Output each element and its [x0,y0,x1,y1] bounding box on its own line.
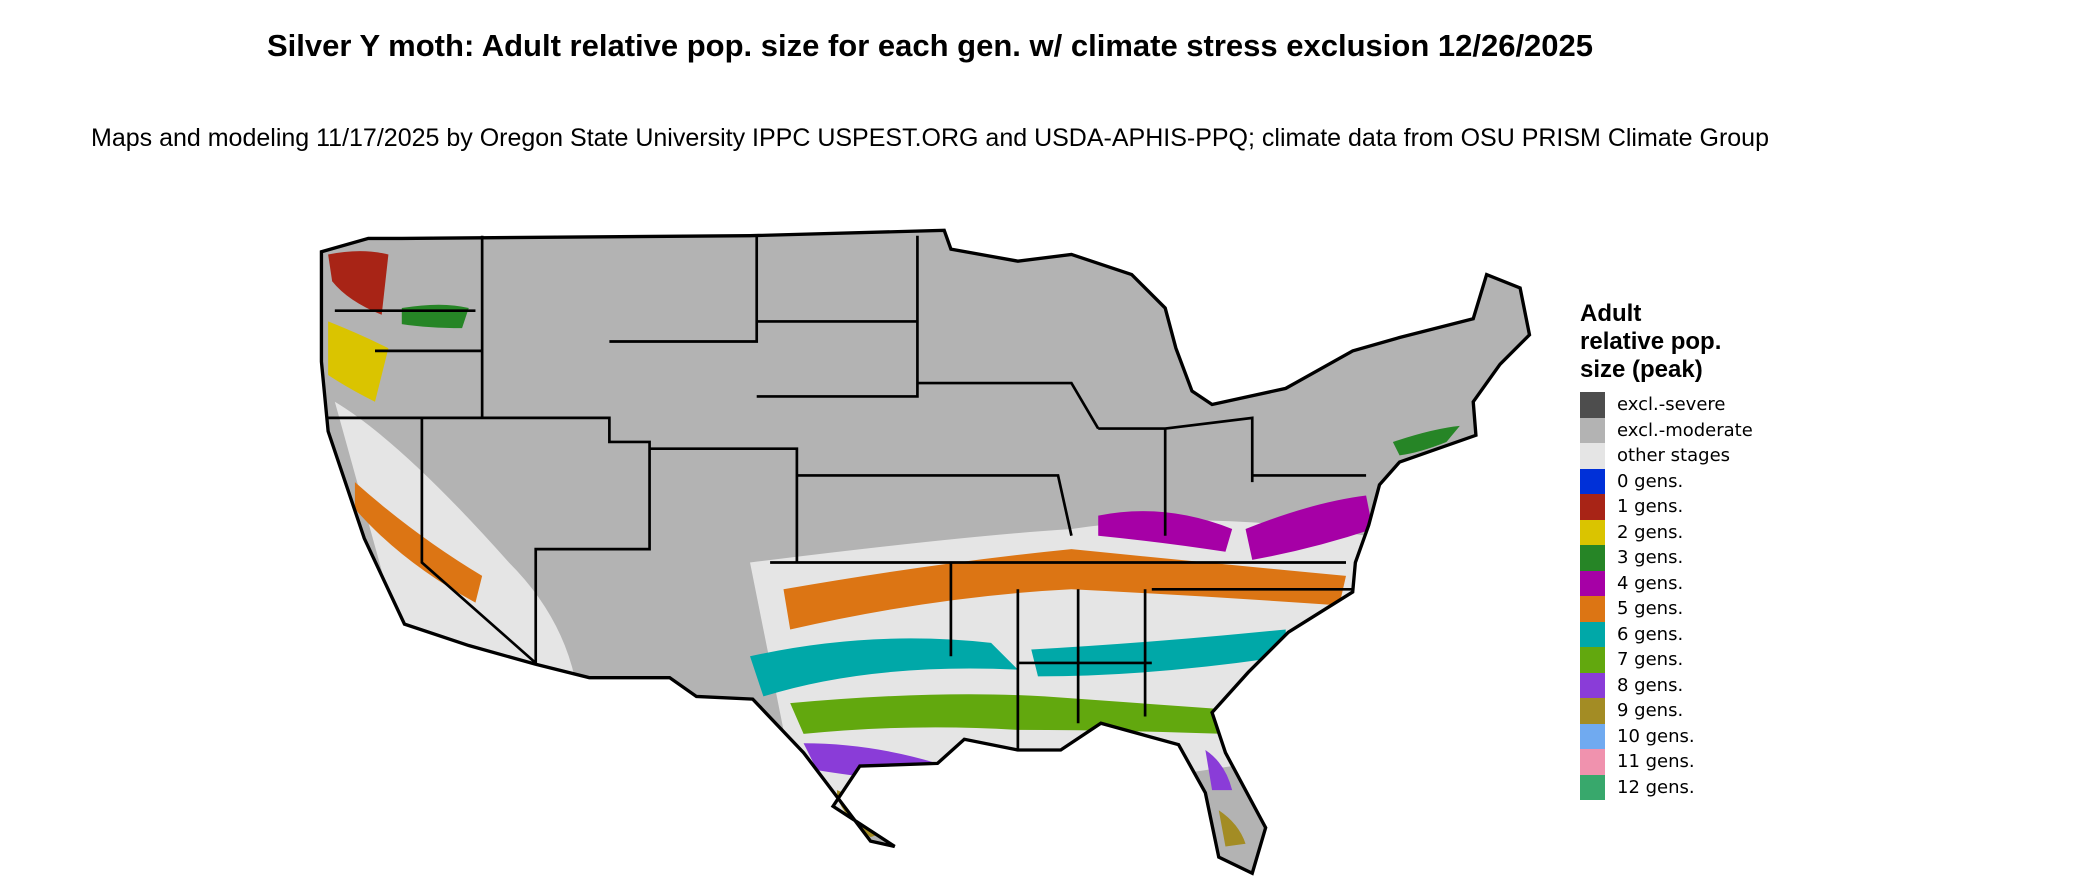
legend-item: 6 gens. [1580,621,1753,647]
legend-label: 6 gens. [1617,623,1684,645]
legend-swatch [1580,723,1605,749]
legend-swatch [1580,545,1605,571]
legend-item: excl.-moderate [1580,417,1753,443]
legend: Adult relative pop. size (peak) excl.-se… [1580,300,1753,800]
legend-swatch [1580,443,1605,469]
legend-swatch [1580,570,1605,596]
legend-swatch [1580,596,1605,622]
legend-label: 11 gens. [1617,751,1695,773]
legend-swatch [1580,774,1605,800]
legend-label: 3 gens. [1617,547,1684,569]
legend-label: 12 gens. [1617,776,1695,798]
legend-swatch [1580,519,1605,545]
region-2-gens [328,321,389,402]
map-title: Silver Y moth: Adult relative pop. size … [266,28,1594,63]
legend-label: 0 gens. [1617,470,1684,492]
state-borders [319,228,1532,875]
region-6-gens [750,629,1286,697]
legend-label: 8 gens. [1617,674,1684,696]
legend-label: 4 gens. [1617,572,1684,594]
legend-swatch [1580,417,1605,443]
region-9-gens [837,790,1246,847]
legend-label: 5 gens. [1617,598,1684,620]
region-5-gens [354,482,1346,630]
legend-label: other stages [1617,445,1731,467]
legend-swatch [1580,468,1605,494]
legend-swatch [1580,749,1605,775]
legend-item: 11 gens. [1580,749,1753,775]
legend-swatch [1580,647,1605,673]
legend-swatch [1580,672,1605,698]
legend-item: 10 gens. [1580,723,1753,749]
legend-label: 1 gens. [1617,496,1684,518]
legend-swatch [1580,392,1605,418]
legend-item: 9 gens. [1580,698,1753,724]
legend-item: 3 gens. [1580,545,1753,571]
legend-item: 2 gens. [1580,519,1753,545]
legend-swatch [1580,621,1605,647]
legend-label: 2 gens. [1617,521,1684,543]
legend-item: other stages [1580,443,1753,469]
legend-item: 5 gens. [1580,596,1753,622]
legend-item: 8 gens. [1580,672,1753,698]
legend-item: 7 gens. [1580,647,1753,673]
legend-label: 10 gens. [1617,725,1695,747]
legend-swatch [1580,494,1605,520]
region-1-gens [328,251,389,315]
region-4-gens [1098,495,1373,560]
legend-label: excl.-moderate [1617,419,1753,441]
legend-title: Adult relative pop. size (peak) [1580,300,1722,383]
legend-label: excl.-severe [1617,394,1726,416]
region-7-gens [790,694,1233,734]
legend-label: 9 gens. [1617,700,1684,722]
legend-item: 12 gens. [1580,774,1753,800]
legend-label: 7 gens. [1617,649,1684,671]
legend-item: 1 gens. [1580,494,1753,520]
legend-item: 0 gens. [1580,468,1753,494]
map-subtitle: Maps and modeling 11/17/2025 by Oregon S… [91,124,1769,152]
legend-item: excl.-severe [1580,392,1753,418]
legend-swatch [1580,698,1605,724]
legend-item: 4 gens. [1580,570,1753,596]
